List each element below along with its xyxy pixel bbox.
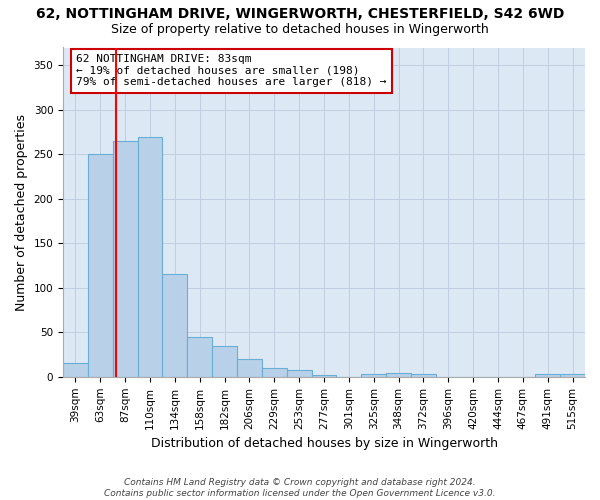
X-axis label: Distribution of detached houses by size in Wingerworth: Distribution of detached houses by size …	[151, 437, 497, 450]
Text: 62, NOTTINGHAM DRIVE, WINGERWORTH, CHESTERFIELD, S42 6WD: 62, NOTTINGHAM DRIVE, WINGERWORTH, CHEST…	[36, 8, 564, 22]
Bar	[535, 374, 560, 377]
Bar	[187, 337, 212, 377]
Bar	[63, 362, 88, 377]
Y-axis label: Number of detached properties: Number of detached properties	[15, 114, 28, 310]
Bar	[237, 359, 262, 377]
Bar	[361, 374, 386, 377]
Bar	[212, 346, 237, 377]
Bar	[311, 375, 337, 377]
Bar	[287, 370, 311, 377]
Text: Contains HM Land Registry data © Crown copyright and database right 2024.
Contai: Contains HM Land Registry data © Crown c…	[104, 478, 496, 498]
Text: Size of property relative to detached houses in Wingerworth: Size of property relative to detached ho…	[111, 22, 489, 36]
Bar	[113, 141, 137, 377]
Bar	[560, 374, 585, 377]
Bar	[137, 136, 163, 377]
Bar	[386, 374, 411, 377]
Bar	[262, 368, 287, 377]
Bar	[88, 154, 113, 377]
Text: 62 NOTTINGHAM DRIVE: 83sqm
← 19% of detached houses are smaller (198)
79% of sem: 62 NOTTINGHAM DRIVE: 83sqm ← 19% of deta…	[76, 54, 386, 88]
Bar	[163, 274, 187, 377]
Bar	[411, 374, 436, 377]
